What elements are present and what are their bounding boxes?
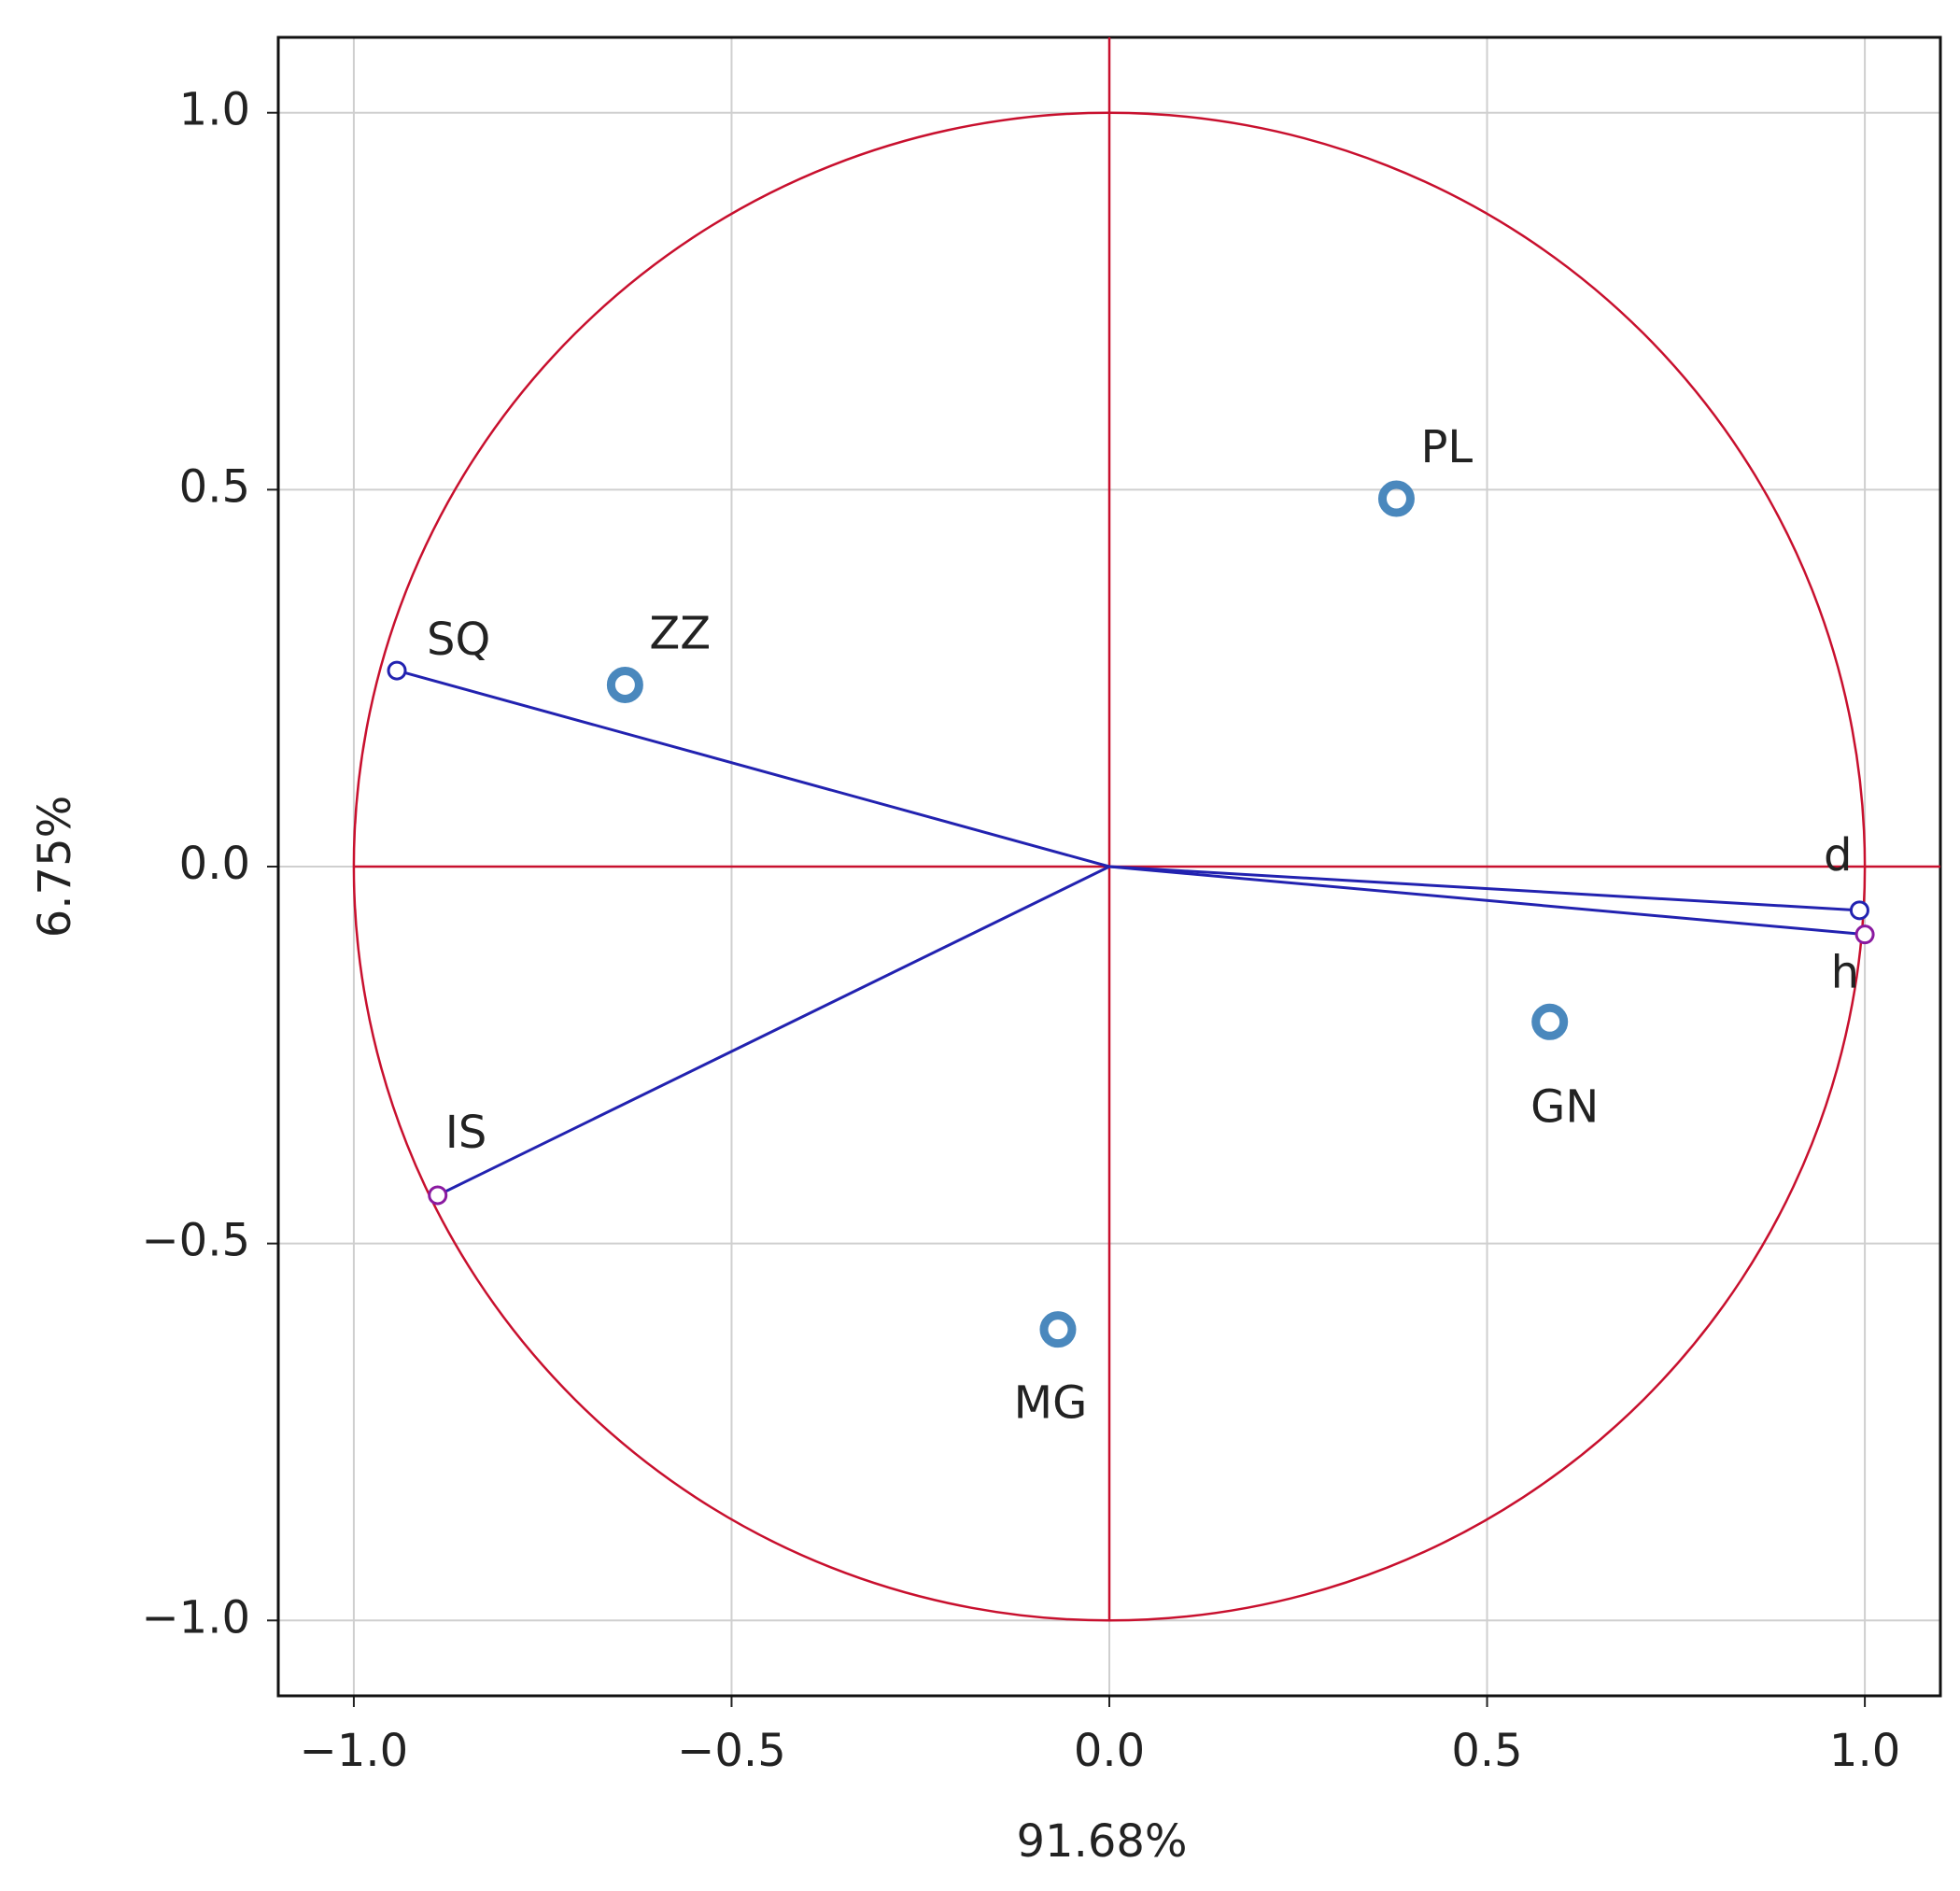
x-axis-label: 91.68%: [1016, 1815, 1187, 1868]
case-label: MG: [1014, 1377, 1088, 1430]
x-tick-label: 1.0: [1829, 1725, 1900, 1777]
case-label: ZZ: [649, 607, 711, 659]
x-tick-label: −0.5: [677, 1725, 786, 1777]
y-axis-label: 6.75%: [29, 796, 81, 938]
y-tick-label: −1.0: [141, 1591, 250, 1644]
x-tick-label: 0.5: [1451, 1725, 1522, 1777]
loading-vector: [1108, 865, 1866, 937]
case-label: GN: [1530, 1080, 1599, 1133]
case-label: PL: [1420, 421, 1473, 473]
variable-label: IS: [445, 1107, 487, 1159]
y-tick-label: 0.0: [179, 838, 250, 890]
loading-point: [387, 660, 407, 681]
loading-point: [428, 1185, 448, 1206]
loading-vector: [437, 865, 1110, 1197]
case-point: [1039, 1311, 1077, 1348]
loading-point: [1849, 900, 1869, 921]
variable-label: h: [1831, 947, 1859, 999]
variable-label: d: [1824, 829, 1852, 882]
loading-vector: [396, 669, 1110, 868]
case-point: [1377, 480, 1415, 517]
variable-label: SQ: [427, 614, 490, 666]
y-tick-label: −0.5: [141, 1215, 250, 1267]
x-tick-label: −1.0: [300, 1725, 409, 1777]
x-tick-label: 0.0: [1074, 1725, 1145, 1777]
y-tick-label: 1.0: [179, 84, 250, 136]
case-point: [606, 666, 643, 703]
y-tick-label: 0.5: [179, 460, 250, 513]
loading-point: [1854, 924, 1875, 945]
case-point: [1531, 1003, 1569, 1040]
loading-vector: [1108, 865, 1860, 912]
